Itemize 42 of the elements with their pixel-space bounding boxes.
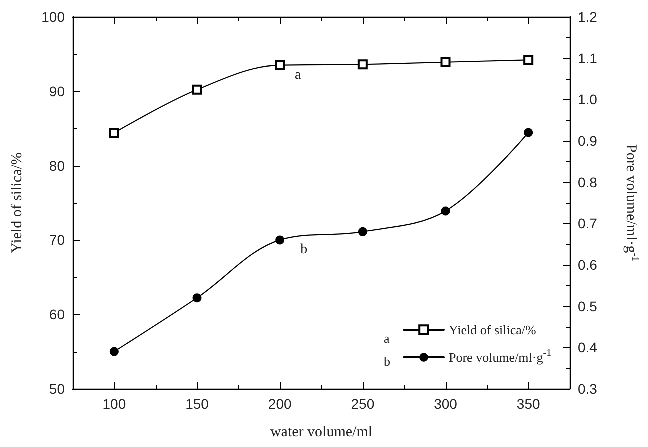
point [110, 347, 119, 356]
text: a [384, 331, 390, 346]
x-tick-label: 250 [351, 396, 375, 412]
point [440, 57, 451, 68]
x-tick-label: 300 [434, 396, 458, 412]
point [192, 294, 202, 303]
y-axis-title: Yield of silica/% [10, 152, 26, 254]
y2-tick-label: 1.1 [578, 50, 598, 66]
y2-tick-label: 0.5 [578, 298, 598, 314]
y2-tick-label: 0.9 [578, 133, 598, 149]
point [276, 236, 285, 245]
y-tick-label: 90 [49, 83, 66, 100]
point [524, 128, 534, 138]
point [358, 227, 368, 236]
y2-tick-label: 0.8 [578, 174, 598, 190]
x-tick-label: 100 [102, 396, 126, 412]
y2-axis-title: Pore volume/ml·g-1 [623, 144, 640, 262]
y-tick-label: 60 [49, 306, 66, 323]
annotation: b [300, 242, 308, 258]
point [524, 55, 534, 66]
annotation: a [294, 68, 302, 83]
x-tick-label: 150 [186, 396, 210, 412]
y2-tick-label: 0.4 [578, 340, 598, 356]
x-axis-title: water volume/ml [270, 424, 373, 440]
y-tick-label: 80 [49, 158, 66, 174]
point [441, 206, 450, 216]
point [109, 128, 120, 138]
y2-tick-label: 0.6 [578, 257, 598, 273]
y-tick-label: 100 [42, 9, 66, 25]
y-tick-label: 70 [49, 232, 66, 248]
point [358, 60, 368, 70]
y2-tick-label: 0.7 [578, 216, 598, 232]
point [192, 84, 202, 95]
x-tick-label: 200 [268, 396, 292, 412]
y2-tick-label: 1.0 [578, 92, 598, 108]
y-tick-label: 50 [49, 381, 66, 397]
y2-tick-label: 0.3 [578, 381, 598, 397]
x-tick-label: 350 [516, 396, 540, 412]
text: b [384, 354, 390, 369]
y2-tick-label: 1.2 [578, 9, 598, 25]
legend-label: Yield of silica/% [449, 322, 537, 338]
point [275, 60, 286, 70]
